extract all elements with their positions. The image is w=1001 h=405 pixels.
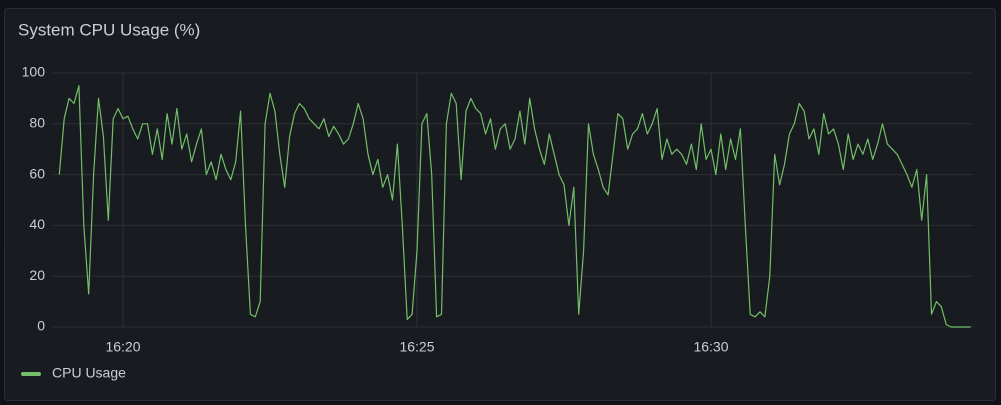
legend-label: CPU Usage [52,365,126,381]
y-tick-label: 60 [29,165,45,181]
y-tick-label: 0 [37,318,45,334]
data-line [58,85,971,328]
panel-frame [4,8,996,401]
y-tick-label: 80 [29,115,45,131]
x-tick-label: 16:20 [105,339,140,355]
x-tick-label: 16:25 [399,339,434,355]
x-tick-label: 16:30 [693,339,728,355]
y-tick-label: 40 [29,216,45,232]
y-tick-label: 100 [22,64,46,80]
panel-title: System CPU Usage (%) [18,20,200,39]
y-tick-label: 20 [29,267,45,283]
